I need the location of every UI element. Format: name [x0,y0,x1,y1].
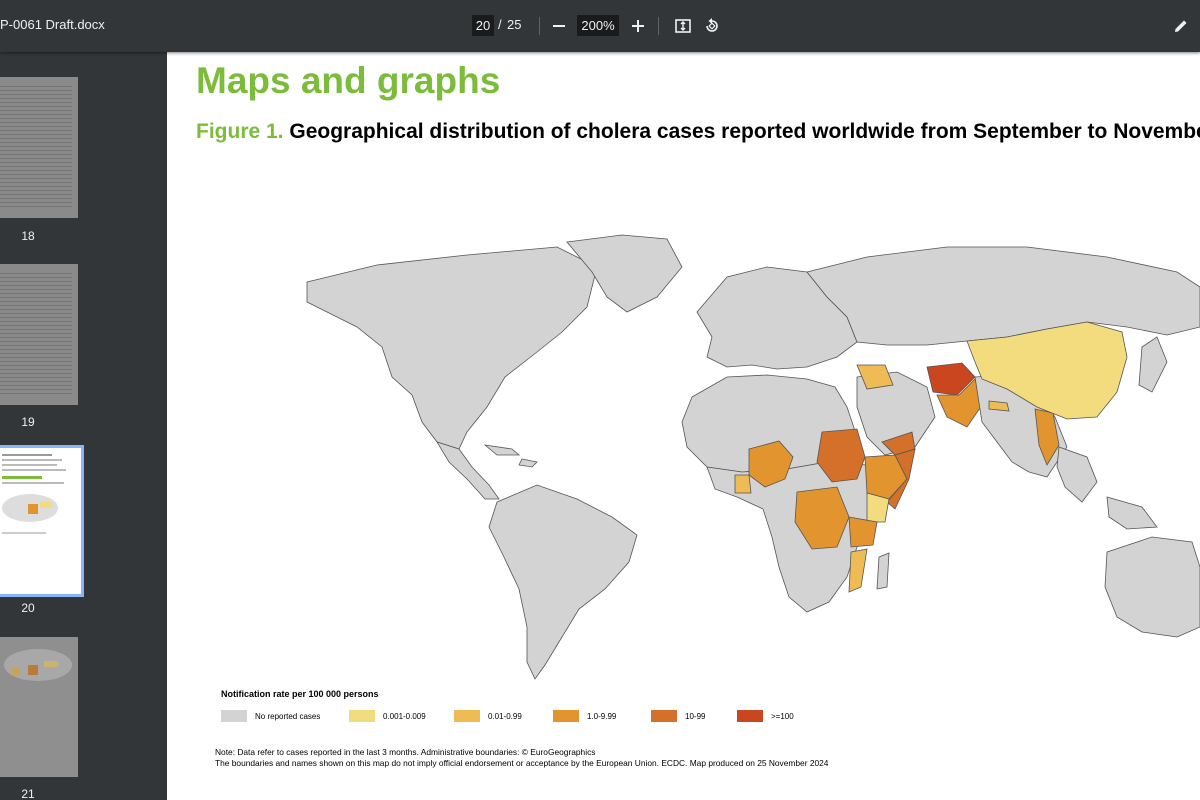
pdf-toolbar: P-0061 Draft.docx 20 / 25 200% [0,0,1200,52]
plus-icon [632,20,644,32]
thumbnail-text [0,83,72,208]
map-west-africa-affected [734,474,752,494]
thumbnail-page-number: 21 [21,787,35,800]
figure-label: Figure 1. [196,120,284,143]
map-kenya [866,492,890,523]
annotate-button[interactable] [1169,14,1193,38]
map-china [966,321,1128,420]
document-page: Maps and graphs Figure 1. Geographical d… [167,52,1200,800]
legend-item: 0.001-0.009 [349,710,426,722]
map-mozambique [848,548,868,593]
rotate-icon [706,18,718,32]
map-europe [696,266,858,370]
page-number-input[interactable]: 20 [472,15,494,36]
figure-caption-text: Geographical distribution of cholera cas… [289,120,1200,143]
cholera-world-map [306,234,1200,680]
map-north-america [306,246,598,450]
map-south-america [488,484,638,680]
map-japan [1138,336,1168,393]
legend-swatch [737,710,763,722]
map-central-america [436,441,500,500]
fit-page-icon [675,19,691,33]
map-australia [1104,536,1200,638]
map-sudan [816,428,866,483]
document-title: P-0061 Draft.docx [0,17,105,32]
map-russia [806,246,1200,346]
figure-caption: Figure 1. Geographical distribution of c… [196,118,1200,145]
map-note-line: The boundaries and names shown on this m… [215,758,829,768]
page-thumbnail-selected[interactable] [0,445,84,597]
legend-label: >=100 [771,711,794,721]
page-heading: Maps and graphs [196,60,501,101]
zoom-input[interactable]: 200% [577,15,619,36]
minus-icon [553,25,565,27]
map-note: Note: Data refer to cases reported in th… [215,747,828,769]
map-tanzania [848,516,878,548]
thumbnail-page-number: 20 [21,601,35,615]
legend-label: 0.001-0.009 [383,711,426,721]
legend-title: Notification rate per 100 000 persons [221,689,379,699]
map-caribbean [483,444,538,468]
legend-label: 1.0-9.99 [587,711,617,721]
map-nepal [988,400,1010,412]
thumbnail-sidebar: 18 19 20 21 [0,52,167,800]
thumbnail-page-number: 19 [21,415,35,429]
legend-item: >=100 [737,710,794,722]
toolbar-divider [658,17,659,35]
legend-item: 10-99 [651,710,705,722]
legend-item: 0.01-0.99 [454,710,522,722]
legend-swatch [454,710,480,722]
edit-icon [1175,20,1187,32]
legend-item: No reported cases [221,710,320,722]
page-total: 25 [507,17,522,32]
map-syria-iraq [856,364,894,390]
page-thumbnail[interactable] [0,264,78,405]
fit-page-button[interactable] [671,14,695,38]
page-thumbnail[interactable] [0,637,78,777]
map-madagascar [876,552,890,590]
thumbnail-page-number: 18 [21,229,35,243]
thumbnail-preview [4,649,72,681]
legend-label: 10-99 [685,711,706,721]
map-yemen [881,431,916,456]
legend-item: 1.0-9.99 [553,710,616,722]
rotate-button[interactable] [700,14,724,38]
legend-label: No reported cases [255,711,321,721]
map-note-line: Note: Data refer to cases reported in th… [215,747,596,757]
thumbnail-preview [2,454,66,534]
page-separator: / [498,17,502,32]
page-thumbnail[interactable] [0,77,78,218]
legend-swatch [221,710,247,722]
thumbnail-text [0,270,72,395]
legend-label: 0.01-0.99 [488,711,522,721]
legend-swatch [553,710,579,722]
legend-swatch [651,710,677,722]
map-afghanistan [926,362,976,396]
zoom-out-button[interactable] [547,14,571,38]
toolbar-divider [539,17,540,35]
legend-swatch [349,710,375,722]
zoom-in-button[interactable] [626,14,650,38]
map-greenland [566,234,683,313]
map-central-africa [794,486,850,550]
map-southeast-asia [1056,446,1158,530]
